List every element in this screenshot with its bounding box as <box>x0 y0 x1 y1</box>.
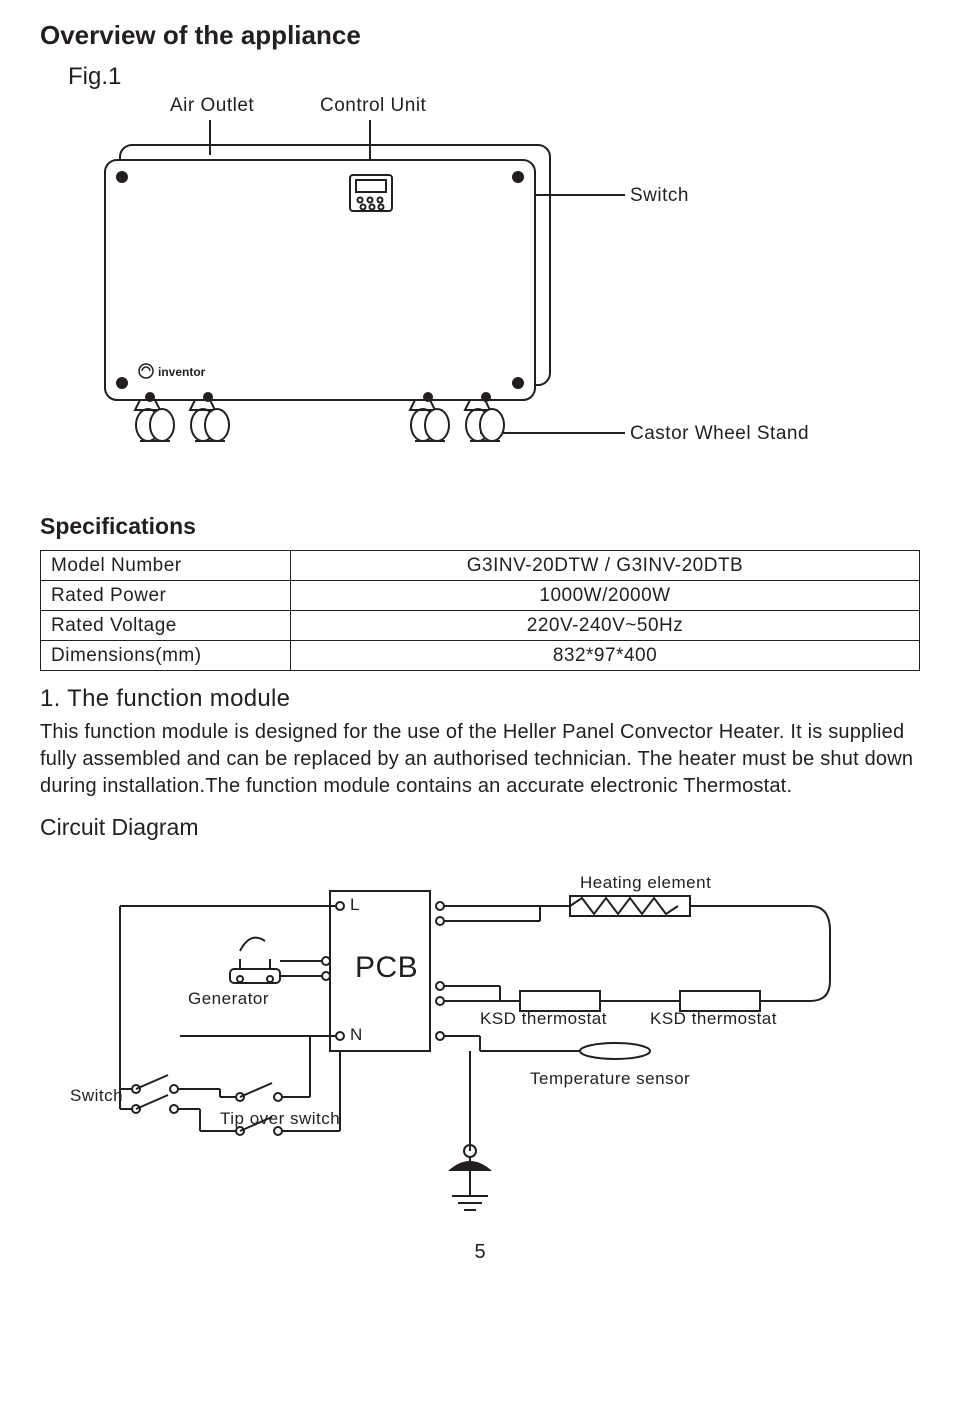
spec-label: Rated Voltage <box>41 611 291 641</box>
specifications-heading: Specifications <box>40 513 920 540</box>
page-title: Overview of the appliance <box>40 20 920 51</box>
circuit-diagram-heading: Circuit Diagram <box>40 814 920 841</box>
circuit-diagram-figure: L N PCB Generator Heating element KSD th… <box>40 851 920 1221</box>
figure-label: Fig.1 <box>68 63 920 91</box>
table-row: Rated Voltage 220V-240V~50Hz <box>41 611 920 641</box>
label-switch: Switch <box>630 185 689 207</box>
table-row: Model Number G3INV-20DTW / G3INV-20DTB <box>41 551 920 581</box>
label-tip-over-switch: Tip over switch <box>220 1109 340 1129</box>
label-l: L <box>350 895 360 915</box>
label-pcb: PCB <box>355 951 418 985</box>
spec-label: Rated Power <box>41 581 291 611</box>
label-ksd1: KSD thermostat <box>480 1009 607 1029</box>
spec-value: 220V-240V~50Hz <box>291 611 920 641</box>
label-air-outlet: Air Outlet <box>170 95 254 117</box>
spec-value: 1000W/2000W <box>291 581 920 611</box>
spec-label: Dimensions(mm) <box>41 641 291 671</box>
spec-label: Model Number <box>41 551 291 581</box>
function-module-heading: 1. The function module <box>40 685 920 713</box>
spec-value: 832*97*400 <box>291 641 920 671</box>
label-ksd2: KSD thermostat <box>650 1009 777 1029</box>
appliance-overview-figure: Air Outlet Control Unit Switch Castor Wh… <box>50 95 870 495</box>
label-switch: Switch <box>70 1086 123 1106</box>
label-n: N <box>350 1025 363 1045</box>
label-castor-wheel: Castor Wheel Stand <box>630 423 809 445</box>
label-temp-sensor: Temperature sensor <box>530 1069 690 1089</box>
function-module-paragraph: This function module is designed for the… <box>40 719 920 800</box>
label-control-unit: Control Unit <box>320 95 426 117</box>
spec-value: G3INV-20DTW / G3INV-20DTB <box>291 551 920 581</box>
specifications-table: Model Number G3INV-20DTW / G3INV-20DTB R… <box>40 550 920 671</box>
brand-text: inventor <box>158 365 206 379</box>
label-heating-element: Heating element <box>580 873 711 893</box>
circuit-svg <box>40 851 920 1221</box>
table-row: Dimensions(mm) 832*97*400 <box>41 641 920 671</box>
manual-page: Overview of the appliance Fig.1 Air Outl… <box>0 0 960 1304</box>
label-generator: Generator <box>188 989 269 1009</box>
table-row: Rated Power 1000W/2000W <box>41 581 920 611</box>
page-number: 5 <box>40 1241 920 1264</box>
